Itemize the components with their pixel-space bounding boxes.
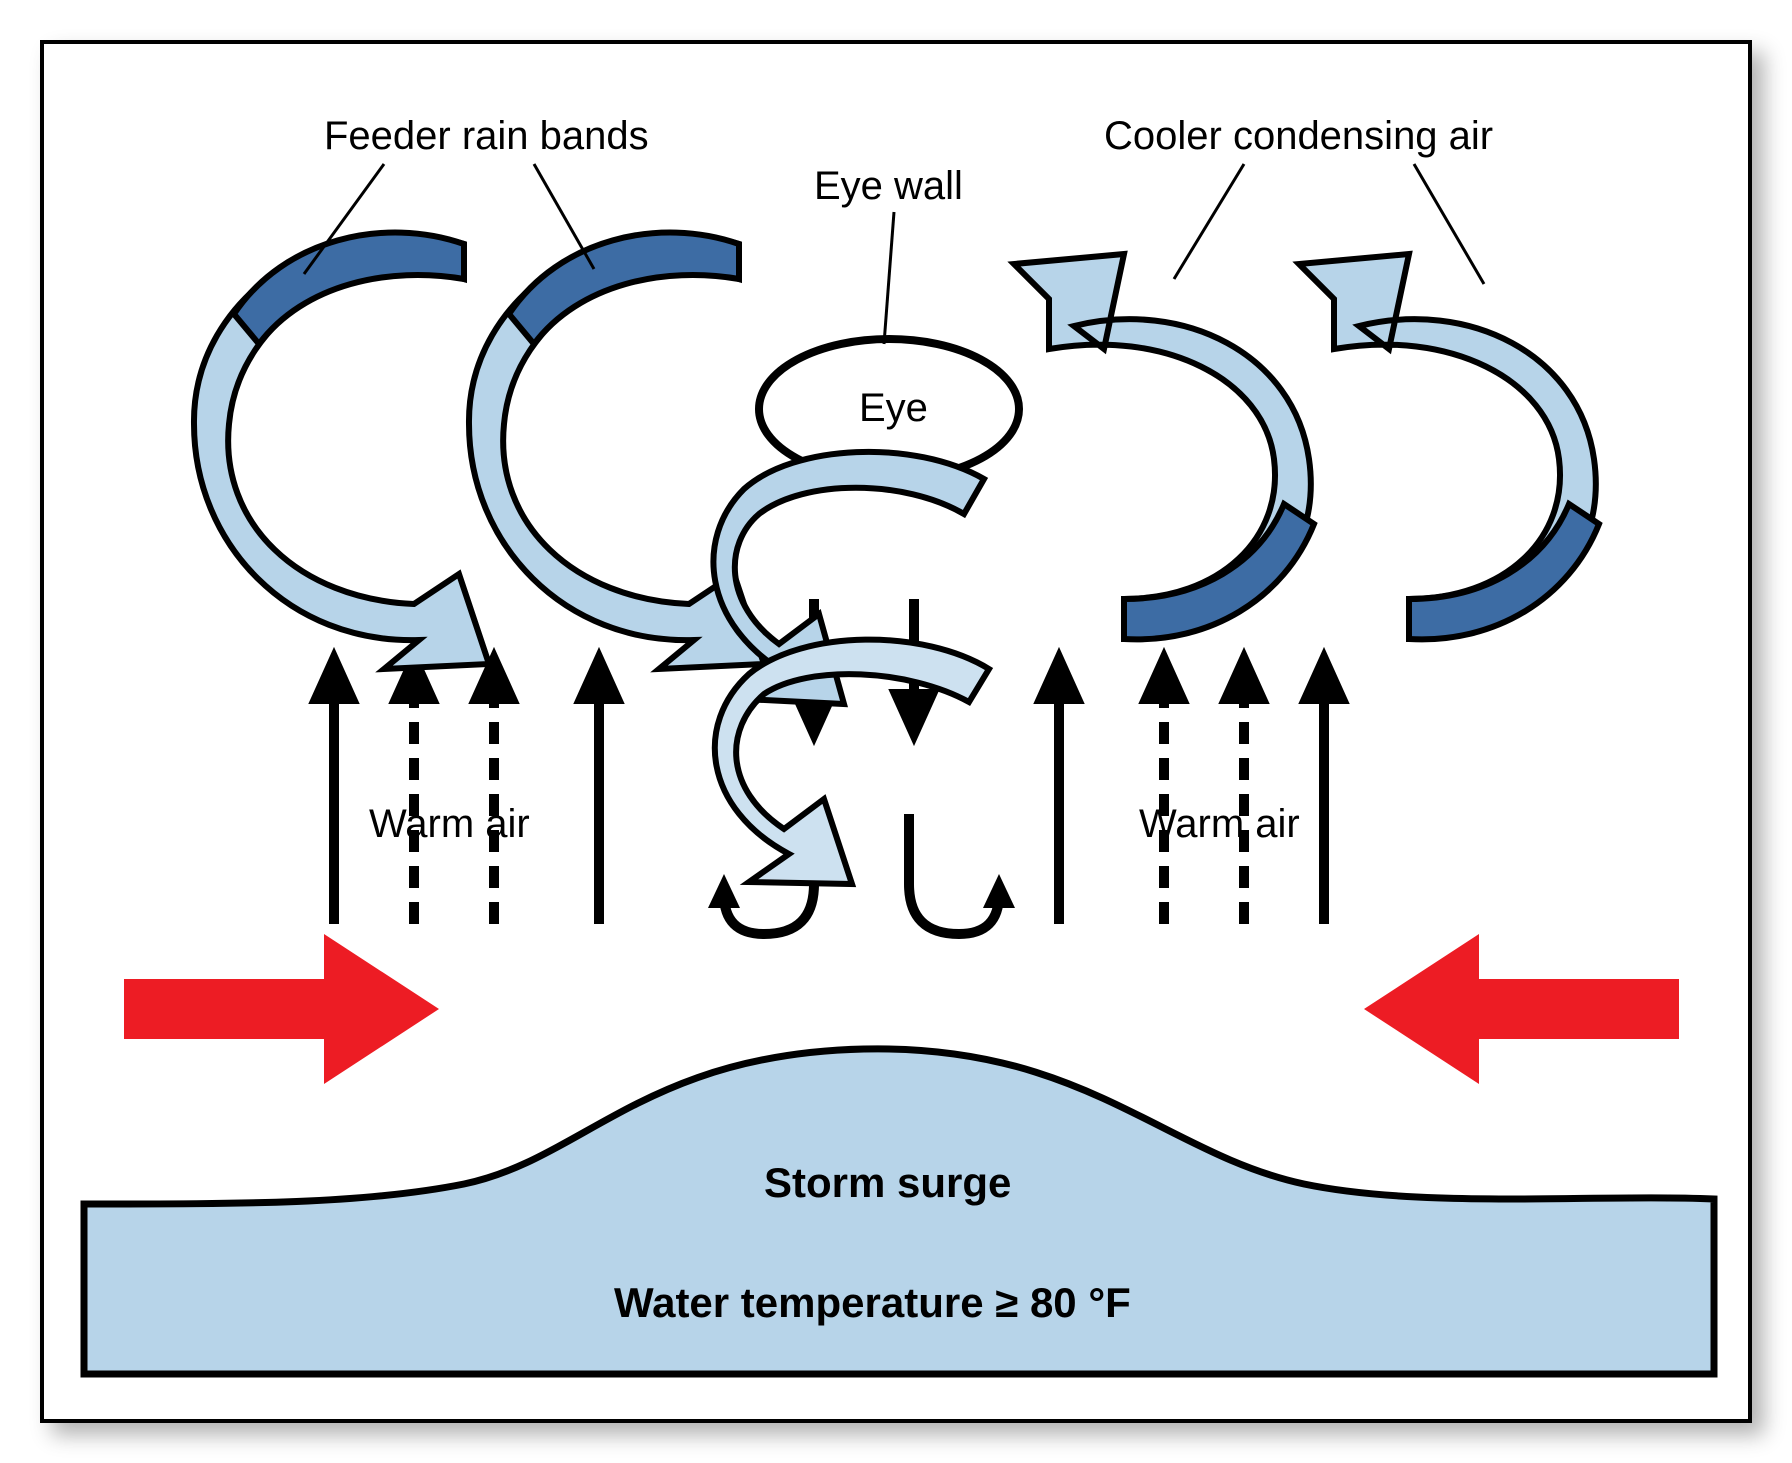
label-feeder-rain-bands: Feeder rain bands: [324, 114, 649, 159]
label-cooler-condensing-air: Cooler condensing air: [1104, 114, 1493, 159]
diagram-svg: [44, 44, 1756, 1419]
red-arrow-right: [1364, 934, 1679, 1084]
center-spiral: [713, 452, 989, 884]
label-warm-air-left: Warm air: [369, 802, 530, 847]
up-arrows-right: [1041, 659, 1342, 924]
label-eye-wall: Eye wall: [814, 164, 963, 209]
label-water-temp: Water temperature ≥ 80 °F: [614, 1279, 1131, 1327]
label-eye: Eye: [859, 386, 928, 431]
cooler-arrow-2: [1299, 254, 1599, 639]
label-warm-air-right: Warm air: [1139, 802, 1300, 847]
up-arrows-left: [316, 659, 617, 924]
cooler-arrow-1: [1014, 254, 1314, 639]
red-arrow-left: [124, 934, 439, 1084]
feeder-band-arrow-1: [194, 232, 489, 669]
label-storm-surge: Storm surge: [764, 1159, 1011, 1207]
hurricane-diagram: Feeder rain bands Eye wall Cooler conden…: [40, 40, 1752, 1423]
